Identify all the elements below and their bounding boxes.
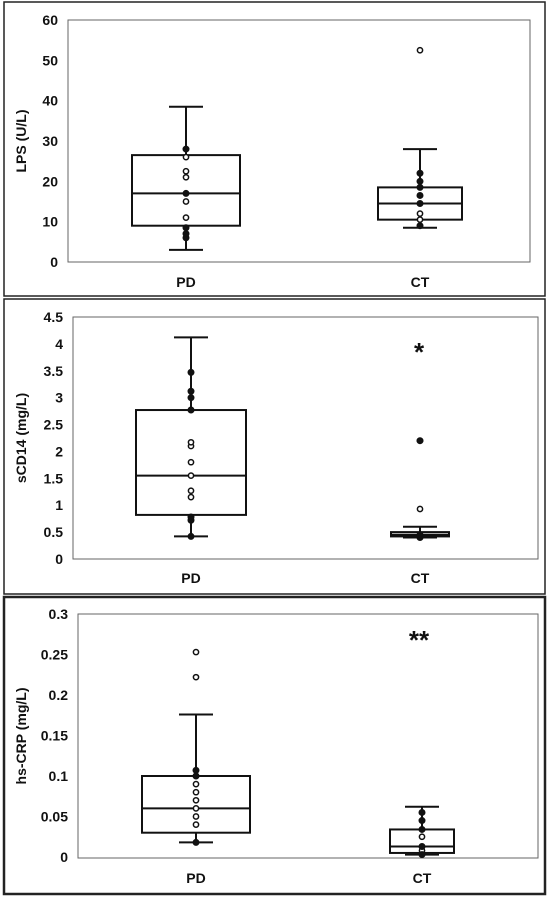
y-tick-label-lps: 10 [42, 214, 58, 230]
filled-point-scd14-ct [416, 531, 424, 539]
open-point-scd14-pd [187, 493, 195, 501]
y-tick-label-hscrp: 0.05 [41, 809, 68, 825]
open-point-hscrp-pd [192, 796, 200, 804]
category-label-pd-scd14: PD [181, 570, 200, 586]
y-tick-label-hscrp: 0.3 [49, 606, 69, 622]
filled-point-hscrp-ct [418, 842, 426, 850]
open-point-lps-pd [182, 214, 190, 221]
open-point-lps-pd [182, 153, 190, 161]
y-tick-label-scd14: 2 [55, 443, 63, 459]
open-point-lps-pd [182, 173, 190, 181]
filled-point-lps-pd [182, 189, 190, 197]
filled-point-lps-ct [416, 200, 424, 208]
y-axis-label-scd14: sCD14 (mg/L) [13, 393, 29, 483]
open-point-scd14-pd [187, 472, 195, 479]
filled-point-scd14-ct [416, 437, 424, 445]
significance-marker-scd14: * [414, 337, 425, 367]
filled-point-hscrp-ct [418, 817, 426, 825]
y-tick-label-lps: 30 [42, 133, 58, 149]
open-point-lps-pd [182, 167, 190, 175]
open-point-hscrp-ct [418, 833, 426, 841]
filled-point-lps-ct [416, 191, 424, 199]
open-point-lps-pd [182, 198, 190, 205]
filled-point-hscrp-ct [418, 851, 426, 859]
open-point-lps-ct [416, 216, 424, 223]
filled-point-scd14-pd [187, 406, 195, 414]
y-tick-label-hscrp: 0.15 [41, 728, 68, 744]
y-tick-label-scd14: 4 [55, 336, 63, 352]
category-label-ct-lps: CT [411, 274, 430, 290]
plot-area-lps [67, 19, 531, 263]
open-point-scd14-pd [187, 487, 195, 495]
open-point-scd14-ct [416, 505, 424, 513]
filled-point-scd14-pd [187, 368, 195, 376]
filled-point-hscrp-ct [418, 808, 426, 816]
open-point-lps-ct [416, 210, 424, 217]
filled-point-lps-ct [416, 183, 424, 191]
y-tick-label-scd14: 3.5 [44, 363, 64, 379]
y-tick-label-lps: 0 [50, 254, 58, 270]
y-tick-label-scd14: 2.5 [44, 417, 64, 433]
open-point-hscrp-pd [192, 673, 200, 681]
filled-point-lps-pd [182, 230, 190, 238]
filled-point-scd14-pd [187, 394, 195, 402]
open-point-hscrp-pd [192, 788, 200, 796]
open-point-hscrp-pd [192, 813, 200, 820]
panel-frame-hscrp [2, 595, 547, 896]
y-tick-label-scd14: 0.5 [44, 524, 64, 540]
open-point-lps-ct [416, 46, 424, 54]
y-tick-label-scd14: 1 [55, 497, 63, 513]
y-tick-label-lps: 20 [42, 173, 58, 189]
y-tick-label-hscrp: 0.1 [49, 768, 69, 784]
filled-point-scd14-pd [187, 532, 195, 540]
open-point-hscrp-pd [192, 821, 200, 828]
filled-point-hscrp-pd [192, 766, 200, 774]
y-tick-label-hscrp: 0.2 [49, 687, 69, 703]
open-point-hscrp-pd [192, 805, 200, 812]
y-axis-label-hscrp: hs-CRP (mg/L) [13, 688, 29, 785]
open-point-hscrp-pd [192, 648, 200, 656]
y-tick-label-scd14: 0 [55, 551, 63, 567]
filled-point-lps-ct [416, 222, 424, 230]
y-tick-label-hscrp: 0 [60, 849, 68, 865]
y-tick-label-scd14: 3 [55, 390, 63, 406]
category-label-ct-hscrp: CT [413, 870, 432, 886]
category-label-ct-scd14: CT [411, 570, 430, 586]
y-tick-label-scd14: 4.5 [44, 309, 64, 325]
open-point-scd14-pd [187, 438, 195, 446]
y-tick-label-lps: 50 [42, 52, 58, 68]
y-tick-label-scd14: 1.5 [44, 470, 64, 486]
filled-point-scd14-pd [187, 513, 195, 521]
filled-point-lps-ct [416, 177, 424, 185]
y-tick-label-lps: 40 [42, 93, 58, 109]
filled-point-lps-ct [416, 169, 424, 177]
panel-frame-lps [3, 1, 546, 297]
category-label-pd-hscrp: PD [186, 870, 205, 886]
panel-frame-scd14 [3, 298, 546, 595]
filled-point-lps-pd [182, 224, 190, 232]
filled-point-lps-pd [182, 145, 190, 153]
significance-marker-hscrp: ** [409, 625, 430, 655]
filled-point-scd14-pd [187, 387, 195, 395]
filled-point-hscrp-pd [192, 772, 200, 780]
plot-area-hscrp [77, 613, 539, 859]
y-axis-label-lps: LPS (U/L) [13, 110, 29, 173]
category-label-pd-lps: PD [176, 274, 195, 290]
open-point-scd14-pd [187, 458, 195, 466]
y-tick-label-hscrp: 0.25 [41, 647, 68, 663]
chart-marks: 0 10 20 30 40 50 60 0 0.5 1 1.5 2 2.5 3 3.5 4 4.5 0 0.05 0.… [41, 12, 463, 865]
filled-point-hscrp-pd [192, 838, 200, 846]
y-tick-label-lps: 60 [42, 12, 58, 28]
filled-point-hscrp-ct [418, 825, 426, 833]
open-point-hscrp-pd [192, 780, 200, 788]
plot-area-scd14 [72, 316, 539, 560]
